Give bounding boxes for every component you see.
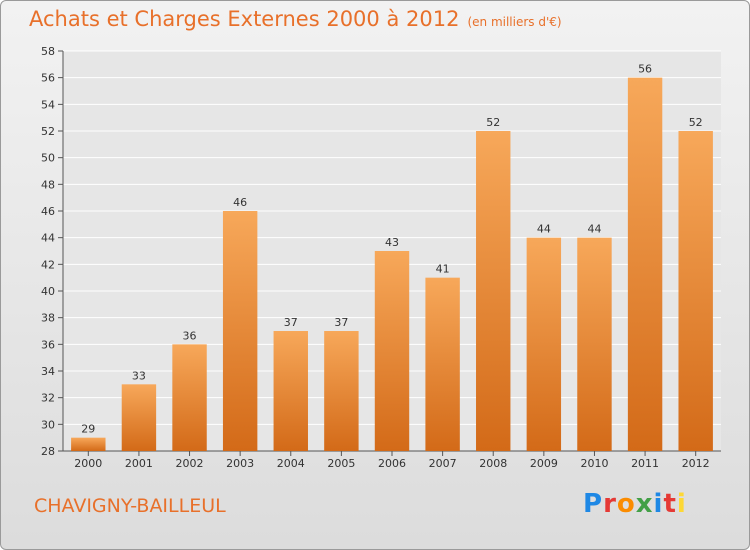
y-tick-label: 44 (41, 232, 55, 245)
y-tick-label: 42 (41, 258, 55, 271)
value-label-2001: 33 (132, 369, 146, 382)
y-tick-label: 56 (41, 72, 55, 85)
bar-2008 (476, 131, 511, 451)
y-tick-label: 34 (41, 365, 55, 378)
chart-title-text: Achats et Charges Externes 2000 à 2012 (29, 7, 460, 31)
brand-logo: Proxiti (583, 489, 687, 519)
label-layer: 28 30 32 34 36 38 40 42 44 46 48 50 52 54 56 58 29 2000 33… (41, 45, 710, 470)
y-tick-label: 48 (41, 178, 55, 191)
brand-letter: i (676, 489, 687, 519)
value-label-2002: 36 (183, 329, 197, 342)
bar-2009 (526, 237, 562, 451)
bar-2007 (425, 277, 460, 451)
x-tick-label-2007: 2007 (429, 457, 457, 470)
value-label-2006: 43 (385, 236, 399, 249)
bar-2003 (222, 211, 258, 451)
x-tick-label-2010: 2010 (580, 457, 608, 470)
value-label-2000: 29 (81, 423, 95, 436)
x-tick-label-2009: 2009 (530, 457, 558, 470)
x-tick-label-2006: 2006 (378, 457, 406, 470)
brand-letter: o (616, 489, 636, 519)
brand-letter: x (635, 489, 654, 519)
value-label-2003: 46 (233, 196, 247, 209)
bar-2006 (374, 251, 410, 451)
x-tick-label-2012: 2012 (682, 457, 710, 470)
y-tick-label: 38 (41, 312, 55, 325)
brand-letter: i (653, 489, 664, 519)
y-tick-label: 54 (41, 98, 55, 111)
value-label-2009: 44 (537, 223, 551, 236)
value-label-2010: 44 (587, 223, 601, 236)
chart-unit: (en milliers d'€) (467, 15, 562, 29)
y-tick-label: 52 (41, 125, 55, 138)
y-tick-label: 30 (41, 418, 55, 431)
bar-2010 (577, 237, 612, 451)
x-tick-label-2001: 2001 (125, 457, 153, 470)
y-tick-label: 36 (41, 338, 55, 351)
x-tick-label-2000: 2000 (74, 457, 102, 470)
y-tick-label: 40 (41, 285, 55, 298)
value-label-2008: 52 (486, 116, 500, 129)
brand-letter: r (603, 489, 617, 519)
value-label-2004: 37 (284, 316, 298, 329)
x-tick-label-2008: 2008 (479, 457, 507, 470)
brand-letter: P (583, 489, 604, 519)
y-tick-label: 28 (41, 445, 55, 458)
value-label-2007: 41 (436, 263, 450, 276)
bar-2002 (172, 344, 207, 451)
bar-2005 (324, 331, 359, 451)
bar-2012 (678, 131, 713, 451)
y-tick-label: 50 (41, 152, 55, 165)
bar-2000 (71, 437, 106, 451)
y-tick-label: 32 (41, 392, 55, 405)
place-name: CHAVIGNY-BAILLEUL (34, 495, 226, 517)
value-label-2012: 52 (689, 116, 703, 129)
value-label-2005: 37 (334, 316, 348, 329)
y-tick-label: 46 (41, 205, 55, 218)
bar-2004 (273, 331, 308, 451)
bar-2011 (627, 77, 663, 452)
brand-letter: t (663, 489, 677, 519)
y-tick-label: 58 (41, 45, 55, 58)
x-tick-label-2002: 2002 (176, 457, 204, 470)
x-tick-label-2004: 2004 (277, 457, 305, 470)
bar-2001 (121, 384, 157, 451)
x-tick-label-2003: 2003 (226, 457, 254, 470)
x-tick-label-2005: 2005 (327, 457, 355, 470)
x-tick-label-2011: 2011 (631, 457, 659, 470)
chart-title: Achats et Charges Externes 2000 à 2012 (e… (29, 7, 562, 31)
value-label-2011: 56 (638, 63, 652, 76)
bar-layer (71, 77, 713, 452)
